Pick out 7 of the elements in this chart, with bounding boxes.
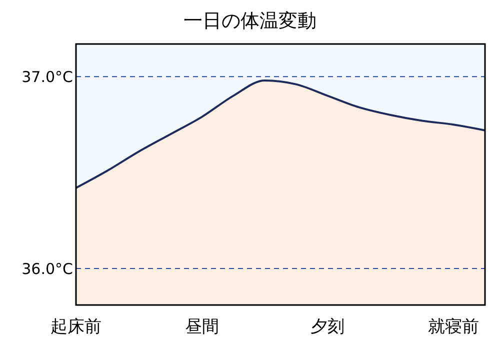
chart-title: 一日の体温変動 <box>184 10 316 32</box>
x-tick-label: 夕刻 <box>310 317 345 337</box>
x-tick-label: 起床前 <box>50 317 102 337</box>
y-tick-label: 37.0°C <box>22 68 73 86</box>
x-tick-label: 就寝前 <box>428 317 480 337</box>
y-tick-label: 36.0°C <box>22 260 73 278</box>
x-tick-label: 昼間 <box>184 317 219 337</box>
